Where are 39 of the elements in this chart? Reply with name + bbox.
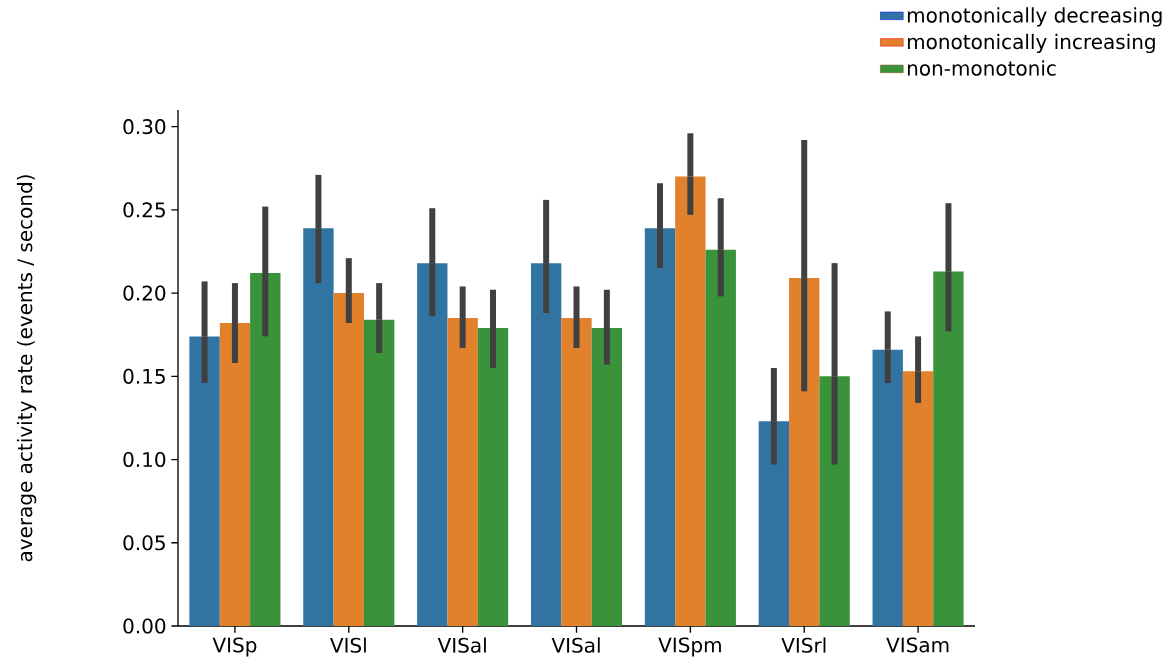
bar xyxy=(477,328,509,626)
bar xyxy=(417,263,448,626)
bar xyxy=(250,273,281,626)
bar xyxy=(363,319,395,626)
x-tick-label: VISal xyxy=(551,637,600,653)
bar xyxy=(819,376,850,626)
bar xyxy=(561,318,592,626)
bar xyxy=(758,421,790,626)
y-tick-label: 0.00 xyxy=(123,618,166,634)
bar xyxy=(789,278,820,626)
bar xyxy=(219,323,251,626)
bar xyxy=(447,318,478,626)
x-tick-label: VISrl xyxy=(781,637,826,653)
x-tick-label: VISl xyxy=(330,637,366,653)
bar xyxy=(902,371,934,626)
x-tick-label: VISam xyxy=(886,637,949,653)
bar xyxy=(333,293,364,626)
y-tick-label: 0.30 xyxy=(123,119,166,135)
bar xyxy=(303,228,334,626)
bar xyxy=(705,249,736,626)
bar xyxy=(189,336,220,626)
y-tick-label: 0.25 xyxy=(123,202,165,218)
legend-label: monotonically increasing xyxy=(907,33,1155,54)
x-tick-label: VISpm xyxy=(658,637,721,657)
legend-label: non-monotonic xyxy=(907,60,1056,76)
y-axis-title: average activity rate (events / second) xyxy=(16,175,37,562)
legend-label: monotonically decreasing xyxy=(907,7,1162,27)
bar xyxy=(675,176,706,626)
bar xyxy=(530,263,562,626)
x-tick-label: VISal xyxy=(437,637,486,653)
bar xyxy=(644,228,676,626)
bar xyxy=(591,328,623,626)
y-tick-label: 0.15 xyxy=(123,368,165,384)
y-tick-label: 0.20 xyxy=(123,285,166,301)
bar xyxy=(872,349,903,626)
bar xyxy=(933,271,964,626)
y-tick-label: 0.05 xyxy=(123,535,165,551)
x-tick-label: VISp xyxy=(212,637,257,657)
y-tick-label: 0.10 xyxy=(123,451,166,468)
